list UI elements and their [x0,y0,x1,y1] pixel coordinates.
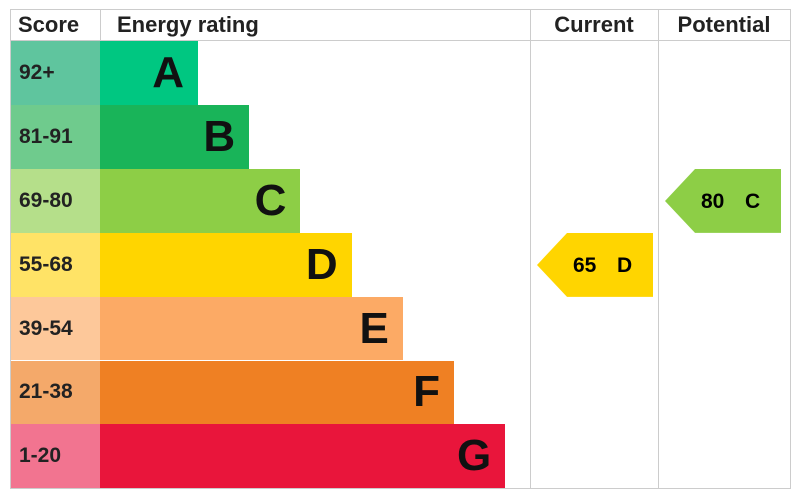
arrow-rating: D [617,254,632,277]
potential-arrow: 80 C [665,168,781,233]
arrow-shape [665,168,781,233]
current-arrow: 65 D [537,232,653,297]
rating-bar: D [100,232,352,297]
score-range: 81-91 [11,104,100,169]
border [530,9,531,489]
border [790,9,791,489]
border [10,9,11,489]
arrow-shape [537,232,653,297]
arrow-value: 65 [573,254,597,277]
rating-bar: B [100,104,250,169]
score-range: 39-54 [11,296,100,361]
score-range: 1-20 [11,424,100,489]
header-rating: Energy rating [117,12,259,37]
header-current: Current [554,12,634,37]
arrow-rating: C [745,190,760,213]
score-range: 92+ [11,41,100,105]
header-score: Score [18,12,80,37]
border [10,488,790,489]
rating-bar: E [100,296,403,361]
rating-bar: A [100,41,198,105]
score-range: 69-80 [11,168,100,233]
arrow-value: 80 [701,190,724,213]
border [10,40,790,41]
score-range: 21-38 [11,360,100,425]
rating-bar: G [100,424,506,489]
rating-bar: C [100,168,301,233]
border [10,9,790,10]
rating-bar: F [100,360,454,425]
border [658,9,659,489]
border [100,9,101,41]
header-potential: Potential [677,12,771,37]
score-range: 55-68 [11,232,100,297]
